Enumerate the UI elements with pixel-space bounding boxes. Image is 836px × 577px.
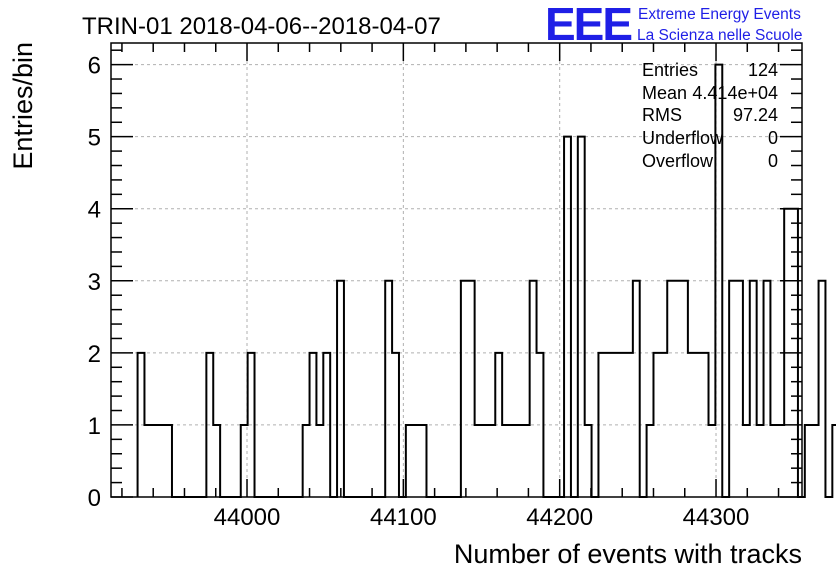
eee-logo: EEE Extreme Energy Events La Scienza nel…	[545, 0, 802, 50]
eee-logo-letters: EEE	[545, 0, 631, 50]
x-tick-label: 44100	[370, 504, 437, 531]
statistics-box: Entries 124 Mean 4.414e+04 RMS 97.24 Underflow…	[642, 60, 778, 171]
stats-label: Overflow	[642, 151, 714, 171]
x-axis-label: Number of events with tracks	[454, 539, 802, 569]
y-tick-label: 0	[88, 485, 101, 512]
grid-lines	[111, 43, 802, 497]
y-tick-label: 5	[88, 125, 101, 152]
stats-value: 97.24	[733, 105, 778, 125]
x-tick-label: 44200	[526, 504, 593, 531]
stats-label: Underflow	[642, 128, 724, 148]
chart-title: TRIN-01 2018-04-06--2018-04-07	[82, 13, 441, 40]
y-axis-label: Entries/bin	[8, 42, 38, 170]
x-tick-label: 44000	[214, 504, 281, 531]
stats-value: 0	[768, 151, 778, 171]
stats-value: 4.414e+04	[692, 83, 778, 103]
eee-logo-line2: La Scienza nelle Scuole	[637, 27, 802, 44]
stats-label: Entries	[642, 60, 698, 80]
axis-ticks: 0 1 2 3 4 5 6 44000 44100 44200 44300	[88, 43, 802, 531]
plot-frame	[110, 42, 803, 498]
y-tick-label: 6	[88, 53, 101, 80]
y-tick-label: 1	[88, 413, 101, 440]
stats-value: 0	[768, 128, 778, 148]
stats-label: Mean	[642, 83, 687, 103]
y-tick-label: 3	[88, 269, 101, 296]
stats-label: RMS	[642, 105, 682, 125]
histogram-outline	[136, 63, 836, 498]
y-tick-label: 2	[88, 341, 101, 368]
y-tick-label: 4	[88, 197, 101, 224]
stats-value: 124	[748, 60, 778, 80]
eee-logo-line1: Extreme Energy Events	[638, 6, 801, 23]
x-tick-label: 44300	[683, 504, 750, 531]
